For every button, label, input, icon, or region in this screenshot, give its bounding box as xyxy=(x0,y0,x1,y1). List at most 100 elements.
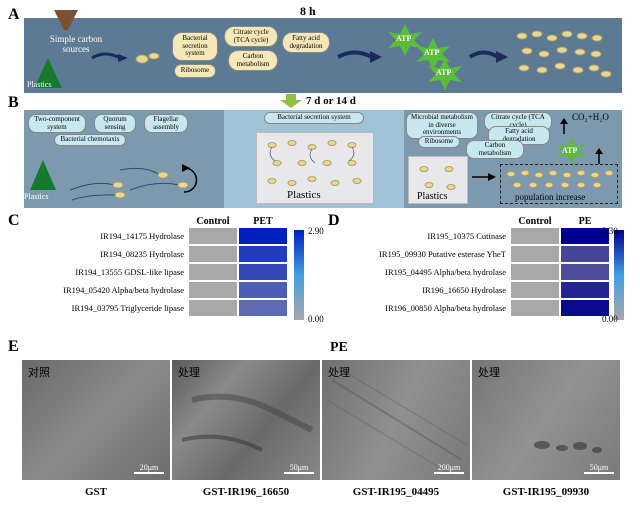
heatmap-cell xyxy=(188,227,238,245)
plastics-b3: Plastics xyxy=(417,191,448,202)
heatmap-cell xyxy=(238,281,288,299)
box-carbon2: Carbon metabolism xyxy=(466,140,524,159)
heatmap-row-label: IR195_09930 Putative esterase YheT xyxy=(346,249,510,259)
sem-2-label: 处理 xyxy=(178,364,200,380)
heatmap-cell xyxy=(238,227,288,245)
box-secretion: Bacterial secretion system xyxy=(264,112,364,124)
cbar-d-min: 0.00 xyxy=(602,314,618,324)
box-carbon-met: Carbon metabolism xyxy=(228,50,278,71)
atp-text: ATP xyxy=(436,68,451,77)
heatmap-cell xyxy=(188,263,238,281)
bacteria-icon xyxy=(132,48,162,70)
sem-image-3: 处理 200μm xyxy=(322,360,470,480)
timing-top: 8 h xyxy=(300,4,316,19)
box-two-comp: Two-component system xyxy=(28,114,86,133)
heatmap-row-label: IR194_05420 Alpha/beta hydrolase xyxy=(30,285,188,295)
heatmap-row-label: IR195_04495 Alpha/beta hydrolase xyxy=(346,267,510,277)
box-fatty: Fatty acid degradation xyxy=(282,32,330,53)
heatmap-d: IR195_10375 Cutinase IR195_09930 Putative… xyxy=(346,227,630,317)
panel-b-stage1: Two-component system Quorum sensing Flag… xyxy=(24,110,224,208)
panel-a-bg: Simple carbon sources Plastics Bacterial… xyxy=(24,18,622,93)
panel-c: Control PET IR194_14175 Hydrolase IR194_0… xyxy=(30,216,314,317)
timing-mid: 7 d or 14 d xyxy=(306,95,356,107)
pop-increase: population increase xyxy=(515,192,585,202)
heatmap-row-label: IR194_13555 GDSL-like lipase xyxy=(30,267,188,277)
c-col-pet: PET xyxy=(238,216,288,227)
heatmap-cell xyxy=(510,245,560,263)
bacteria-cluster-icon xyxy=(512,26,612,86)
arrow-up-icon xyxy=(592,148,606,166)
heatmap-cell xyxy=(238,245,288,263)
sem-image-4: 处理 50μm xyxy=(472,360,620,480)
panel-d: Control PE IR195_10375 CutinaseIR195_099… xyxy=(346,216,630,317)
colorbar-c xyxy=(294,230,304,320)
box-quorum: Quorum sensing xyxy=(94,114,136,133)
plastics-sheet-small: Plastics xyxy=(408,156,468,204)
heatmap-cell xyxy=(510,299,560,317)
plastics-sheet: Plastics xyxy=(256,132,374,204)
scale-bar-3: 200μm xyxy=(434,463,464,474)
sample-3: GST-IR195_04495 xyxy=(322,486,470,498)
bacteria-swim-icon xyxy=(60,150,200,206)
box-ribosome2: Ribosome xyxy=(418,136,460,148)
sample-2: GST-IR196_16650 xyxy=(172,486,320,498)
box-chemotaxis: Bacterial chemotaxis xyxy=(54,134,126,146)
scale-bar-4: 50μm xyxy=(584,463,614,474)
sem-3-label: 处理 xyxy=(328,364,350,380)
panel-e-label: E xyxy=(8,338,19,356)
co2-label: CO₂+H₂O xyxy=(572,112,609,122)
sem-image-1: 对照 20μm xyxy=(22,360,170,480)
heatmap-row-label: IR194_14175 Hydrolase xyxy=(30,231,188,241)
colorbar-d xyxy=(614,230,624,320)
arrow-icon xyxy=(336,46,382,68)
panel-b-label: B xyxy=(8,94,19,112)
pe-header: PE xyxy=(330,340,348,356)
plastics-b1: Plastics xyxy=(24,192,48,201)
sample-4: GST-IR195_09930 xyxy=(472,486,620,498)
box-bact-secretion: Bacterial secretion system xyxy=(172,32,218,61)
arrow-up-icon xyxy=(554,116,574,136)
heatmap-row-label: IR194_08235 Hydrolase xyxy=(30,249,188,259)
heatmap-cell xyxy=(238,263,288,281)
atp-text: ATP xyxy=(424,48,439,57)
panel-c-label: C xyxy=(8,212,20,230)
scale-bar-1: 20μm xyxy=(134,463,164,474)
sample-1: GST xyxy=(22,486,170,498)
panel-d-label: D xyxy=(328,212,340,230)
arrow-icon xyxy=(468,46,508,68)
heatmap-cell xyxy=(560,245,610,263)
c-col-control: Control xyxy=(188,216,238,227)
heatmap-cell xyxy=(560,263,610,281)
heatmap-row-label: IR195_10375 Cutinase xyxy=(346,231,510,241)
plastics-triangle-icon xyxy=(30,160,56,190)
box-tca: Citrate cycle (TCA cycle) xyxy=(224,26,278,47)
heatmap-cell xyxy=(238,299,288,317)
heatmap-row-label: IR196_16650 Hydrolase xyxy=(346,285,510,295)
heatmap-cell xyxy=(510,263,560,281)
heatmap-cell xyxy=(560,281,610,299)
cbar-c-max: 2.90 xyxy=(308,226,324,236)
plastics-a-label: Plastics xyxy=(27,80,51,89)
panel-b-stage3: Microbial metabolism in diverse environm… xyxy=(404,110,622,208)
box-microbial: Microbial metabolism in diverse environm… xyxy=(406,112,478,139)
d-col-control: Control xyxy=(510,216,560,227)
heatmap-row-label: IR196_00850 Alpha/beta hydrolase xyxy=(346,303,510,313)
box-ribosome: Ribosome xyxy=(174,64,216,78)
panel-b-bg: Two-component system Quorum sensing Flag… xyxy=(24,110,622,208)
bacteria-many-icon xyxy=(501,165,619,191)
heatmap-cell xyxy=(188,245,238,263)
arrow-icon xyxy=(470,170,498,184)
atp-text: ATP xyxy=(396,34,411,43)
heatmap-cell xyxy=(188,281,238,299)
heatmap-row-label: IR194_03795 Triglyceride lipase xyxy=(30,303,188,313)
heatmap-cell xyxy=(510,227,560,245)
panel-b-stage2: Bacterial secretion system Plastics xyxy=(230,110,400,208)
cbar-c-min: 0.00 xyxy=(308,314,324,324)
sem-image-2: 处理 50μm xyxy=(172,360,320,480)
panel-a-label: A xyxy=(8,6,20,24)
heatmap-c: IR194_14175 Hydrolase IR194_08235 Hydrola… xyxy=(30,227,314,317)
scale-bar-2: 50μm xyxy=(284,463,314,474)
sem-1-label: 对照 xyxy=(28,364,50,380)
heatmap-cell xyxy=(188,299,238,317)
cbar-d-max: 3.30 xyxy=(602,226,618,236)
